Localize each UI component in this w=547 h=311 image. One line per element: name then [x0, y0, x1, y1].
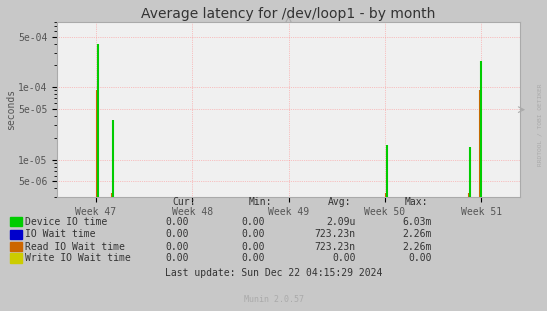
Text: IO Wait time: IO Wait time — [25, 229, 96, 239]
Text: Last update: Sun Dec 22 04:15:29 2024: Last update: Sun Dec 22 04:15:29 2024 — [165, 268, 382, 278]
Text: 0.00: 0.00 — [242, 229, 265, 239]
Text: 0.00: 0.00 — [242, 217, 265, 227]
Text: Device IO time: Device IO time — [25, 217, 107, 227]
Text: 0.00: 0.00 — [165, 242, 189, 252]
Text: 0.00: 0.00 — [332, 253, 356, 263]
Y-axis label: seconds: seconds — [5, 89, 15, 130]
Text: Avg:: Avg: — [328, 197, 352, 207]
Text: 0.00: 0.00 — [409, 253, 432, 263]
Title: Average latency for /dev/loop1 - by month: Average latency for /dev/loop1 - by mont… — [141, 7, 436, 21]
Text: 0.00: 0.00 — [165, 217, 189, 227]
Text: 2.26m: 2.26m — [403, 242, 432, 252]
Text: Max:: Max: — [405, 197, 428, 207]
Text: Min:: Min: — [249, 197, 272, 207]
Text: 0.00: 0.00 — [242, 253, 265, 263]
Text: 0.00: 0.00 — [165, 229, 189, 239]
Text: 2.26m: 2.26m — [403, 229, 432, 239]
Text: 723.23n: 723.23n — [315, 229, 356, 239]
Text: Cur:: Cur: — [172, 197, 196, 207]
Text: Read IO Wait time: Read IO Wait time — [25, 242, 125, 252]
Text: 6.03m: 6.03m — [403, 217, 432, 227]
Text: 0.00: 0.00 — [242, 242, 265, 252]
Text: 723.23n: 723.23n — [315, 242, 356, 252]
Text: Write IO Wait time: Write IO Wait time — [25, 253, 131, 263]
Text: 2.09u: 2.09u — [326, 217, 356, 227]
Text: RRDTOOL / TOBI OETIKER: RRDTOOL / TOBI OETIKER — [538, 83, 543, 166]
Text: 0.00: 0.00 — [165, 253, 189, 263]
Text: Munin 2.0.57: Munin 2.0.57 — [243, 295, 304, 304]
